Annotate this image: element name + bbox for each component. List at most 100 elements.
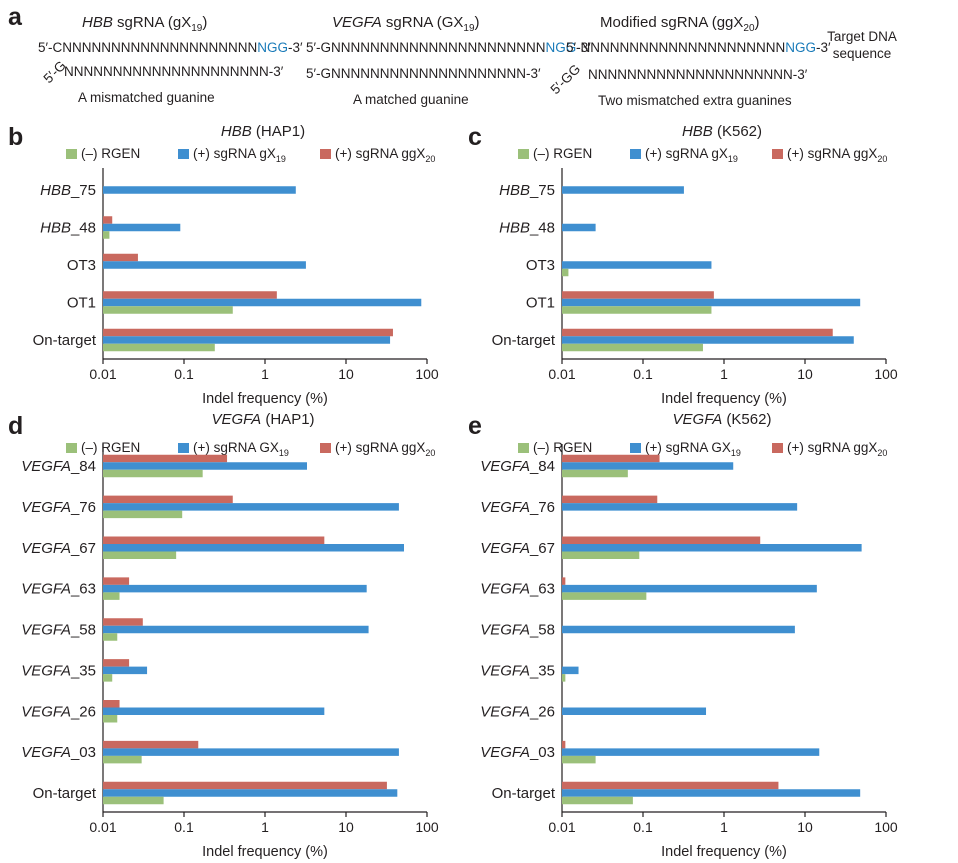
bar	[562, 261, 712, 269]
bar	[562, 577, 566, 585]
x-tick-label: 0.1	[633, 366, 653, 382]
bar	[103, 740, 199, 749]
category-label: VEGFA_84	[480, 458, 555, 475]
bar	[562, 291, 714, 299]
bar	[562, 536, 761, 544]
x-tick-label: 0.01	[548, 366, 575, 382]
bar	[103, 231, 110, 239]
legend-label: (+) sgRNA ggX20	[335, 440, 435, 458]
x-tick-label: 1	[261, 819, 269, 835]
category-label: VEGFA_26	[480, 703, 555, 720]
x-tick-label: 0.1	[174, 366, 194, 382]
legend-swatch	[630, 443, 641, 453]
bar	[103, 298, 422, 307]
bar	[562, 454, 660, 463]
bar	[103, 755, 142, 764]
category-label: VEGFA_58	[21, 622, 96, 639]
bar	[562, 268, 569, 277]
bar	[562, 462, 734, 470]
category-label: On-target	[33, 785, 97, 802]
chart-title: VEGFA (K562)	[673, 411, 772, 428]
x-tick-label: 1	[261, 366, 269, 382]
category-label: VEGFA_35	[21, 662, 96, 679]
target-dna-label-line1: Target DNA	[827, 29, 897, 44]
bar	[103, 666, 148, 675]
bar	[103, 748, 399, 756]
chart-panel-c: c HBB (K562) (–) RGEN (+) sgRNA gX19 (+) sgR…	[468, 123, 898, 407]
bar	[103, 454, 228, 463]
x-axis-label: Indel frequency (%)	[661, 844, 787, 860]
bar	[103, 216, 113, 224]
panel-letter-d: d	[8, 412, 23, 440]
category-label: HBB_48	[40, 220, 96, 237]
x-tick-label: 0.1	[174, 819, 194, 835]
category-label: VEGFA_63	[21, 581, 96, 598]
bar	[103, 577, 130, 585]
x-tick-label: 100	[415, 366, 439, 382]
bar	[103, 715, 118, 723]
guide-5p-tilted: 5′-GG	[548, 61, 584, 97]
target-dna-label-line2: sequence	[833, 46, 892, 61]
design-caption: A mismatched guanine	[78, 90, 215, 105]
category-label: HBB_75	[499, 182, 555, 199]
legend-label: (+) sgRNA ggX20	[787, 146, 887, 164]
x-tick-label: 100	[415, 819, 439, 835]
category-label: VEGFA_63	[480, 581, 555, 598]
legend-swatch	[320, 443, 331, 453]
legend-label: (+) sgRNA gX19	[645, 146, 738, 164]
bar	[103, 707, 325, 715]
guide-sequence: NNNNNNNNNNNNNNNNNNNNN-3′	[588, 67, 808, 82]
bar	[562, 755, 596, 764]
category-label: VEGFA_58	[480, 622, 555, 639]
x-tick-label: 100	[874, 366, 898, 382]
bar	[562, 503, 798, 511]
bar	[103, 291, 277, 299]
category-label: VEGFA_76	[480, 499, 555, 516]
chart-title: HBB (HAP1)	[221, 123, 305, 140]
legend-label: (+) sgRNA GX19	[645, 440, 741, 458]
bar	[103, 700, 120, 708]
panel-letter-a: a	[8, 3, 23, 31]
bar	[103, 584, 367, 593]
x-axis-label: Indel frequency (%)	[202, 844, 328, 860]
bar	[103, 789, 398, 797]
bar	[562, 584, 817, 593]
category-label: VEGFA_76	[21, 499, 96, 516]
legend-swatch	[772, 443, 783, 453]
legend-swatch	[320, 149, 331, 159]
category-label: VEGFA_26	[21, 703, 96, 720]
x-tick-label: 1	[720, 366, 728, 382]
bar	[562, 666, 579, 675]
bar	[562, 306, 712, 314]
bar	[103, 336, 391, 344]
legend-swatch	[518, 443, 529, 453]
legend-swatch	[178, 443, 189, 453]
bar	[103, 510, 183, 519]
bar	[103, 674, 113, 682]
bar	[562, 592, 647, 600]
guide-sequence: NNNNNNNNNNNNNNNNNNNNN-3′	[64, 64, 284, 79]
bar	[562, 186, 684, 194]
design-vegfa: VEGFA sgRNA (GX19) 5′-GNNNNNNNNNNNNNNNNN…	[306, 14, 591, 107]
bar	[103, 618, 143, 626]
legend-swatch	[178, 149, 189, 159]
chart-title: VEGFA (HAP1)	[211, 411, 314, 428]
bar	[562, 796, 633, 805]
bar	[103, 659, 130, 667]
legend-swatch	[630, 149, 641, 159]
category-label: VEGFA_03	[480, 744, 555, 761]
bar	[103, 503, 399, 511]
bar	[103, 462, 307, 470]
design-title: Modified sgRNA (ggX20)	[600, 14, 760, 34]
bar	[103, 781, 387, 790]
bar	[103, 544, 404, 552]
x-tick-label: 100	[874, 819, 898, 835]
category-label: VEGFA_84	[21, 458, 96, 475]
x-tick-label: 10	[338, 366, 354, 382]
panel-letter-c: c	[468, 123, 482, 151]
bar	[562, 495, 658, 504]
legend-label: (–) RGEN	[81, 146, 140, 161]
panel-letter-e: e	[468, 412, 482, 440]
charts: b HBB (HAP1) (–) RGEN (+) sgRNA gX19 (+) sgR…	[8, 123, 898, 860]
x-tick-label: 0.01	[89, 366, 116, 382]
